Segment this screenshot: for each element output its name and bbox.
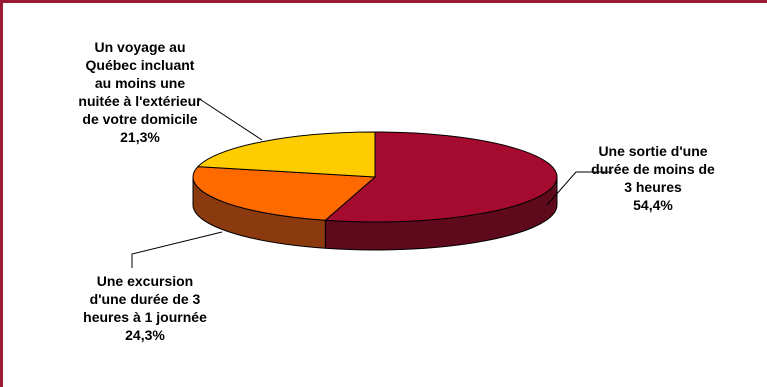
percent-label: 21,3% xyxy=(120,129,160,145)
label-line: heures à 1 journée xyxy=(83,309,207,325)
leader-line-short-outing xyxy=(546,171,612,206)
slice-short-outing xyxy=(324,131,558,223)
label-line: nuitée à l'extérieur xyxy=(78,93,202,109)
label-line: 3 heures xyxy=(624,179,682,195)
percent-label: 54,4% xyxy=(633,197,673,213)
label-line: Une sortie d'une xyxy=(598,143,708,159)
label-line: au moins une xyxy=(94,75,186,91)
label-line: Un voyage au xyxy=(94,39,186,55)
leader-line-overnight-trip xyxy=(197,97,263,141)
label-line: Une excursion xyxy=(96,273,194,289)
slice-day-excursion xyxy=(192,166,377,221)
label-line: durée de moins de xyxy=(591,161,715,177)
leader-line-day-excursion xyxy=(131,231,223,268)
slice-overnight-trip xyxy=(196,131,376,178)
percent-label: 24,3% xyxy=(125,327,165,343)
label-line: d'une durée de 3 xyxy=(89,291,201,307)
slice-label-overnight-trip: Un voyage au Québec incluant au moins un… xyxy=(40,38,240,146)
label-line: de votre domicile xyxy=(82,111,198,127)
slice-label-short-outing: Une sortie d'une durée de moins de 3 heu… xyxy=(568,142,738,214)
label-line: Québec incluant xyxy=(85,57,195,73)
slice-label-day-excursion: Une excursion d'une durée de 3 heures à … xyxy=(45,272,245,344)
